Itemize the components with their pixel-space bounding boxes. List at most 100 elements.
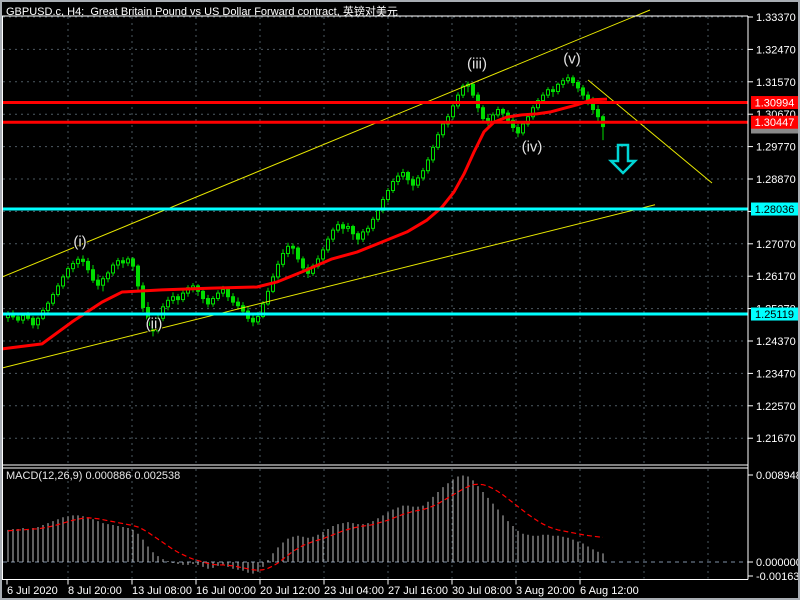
- candle-bear: [481, 107, 485, 120]
- candle-bull: [261, 303, 265, 318]
- wave-label-v[interactable]: (v): [563, 50, 581, 68]
- grid-layer: [3, 16, 748, 579]
- chart-objects-layer[interactable]: [607, 143, 639, 175]
- wave-label-iii[interactable]: (iii): [467, 55, 487, 73]
- candles-layer: [6, 74, 605, 337]
- candle-bull: [526, 116, 530, 125]
- candle-bull: [361, 231, 365, 240]
- candle-bull: [366, 227, 370, 233]
- candle-bull: [336, 224, 340, 231]
- candle-bear: [581, 87, 585, 96]
- candle-bull: [436, 134, 440, 148]
- macd-indicator-label: MACD(12,26,9) 0.000886 0.002538: [6, 470, 180, 482]
- candle-bull: [376, 209, 380, 220]
- candle-bull: [401, 172, 405, 177]
- candle-bull: [36, 317, 40, 326]
- candle-bull: [461, 85, 465, 96]
- candle-bear: [81, 258, 85, 262]
- candle-bear: [411, 179, 415, 186]
- descending-trendline[interactable]: [587, 79, 713, 184]
- candle-bull: [421, 170, 425, 179]
- candle-bull: [111, 264, 115, 274]
- wave-label-iv[interactable]: (iv): [521, 138, 543, 156]
- time-label: 3 Aug 20:00: [516, 585, 575, 597]
- candle-bull: [561, 80, 565, 85]
- candle-bull: [211, 298, 215, 305]
- candle-bear: [511, 119, 515, 129]
- candle-bull: [71, 263, 75, 270]
- macd-axis-label: -0.001633: [756, 571, 798, 583]
- candle-bull: [126, 258, 130, 264]
- candle-bear: [136, 265, 140, 287]
- candle-bull: [286, 245, 290, 255]
- candle-bear: [141, 285, 145, 309]
- candle-bull: [181, 292, 185, 301]
- candle-bear: [121, 260, 125, 264]
- macd-panel: [7, 475, 604, 574]
- price-tick-label: 1.27070: [756, 239, 796, 251]
- price-tick-label: 1.22570: [756, 401, 796, 413]
- time-label: 6 Jul 2020: [7, 585, 58, 597]
- price-tick-label: 1.32470: [756, 44, 796, 56]
- resistance-line-1-marker: [751, 96, 798, 110]
- candle-bear: [151, 325, 155, 332]
- candle-bull: [496, 109, 500, 116]
- wave-label-ii[interactable]: (ii): [145, 315, 163, 333]
- candle-bull: [276, 263, 280, 278]
- price-tick-label: 1.29770: [756, 142, 796, 154]
- candle-bear: [201, 290, 205, 300]
- candle-bull: [56, 285, 60, 296]
- candle-bull: [371, 218, 375, 229]
- resistance-line-2-marker: [751, 115, 798, 129]
- time-label: 13 Jul 08:00: [132, 585, 192, 597]
- candle-bear: [146, 307, 150, 327]
- candle-bear: [131, 258, 135, 267]
- trendlines-layer[interactable]: [2, 9, 713, 369]
- red-ma-line[interactable]: [2, 97, 608, 351]
- support-line-1-marker: [751, 202, 798, 216]
- horizontal-lines-layer[interactable]: [3, 101, 748, 316]
- moving-average-line[interactable]: [2, 97, 608, 351]
- candle-bull: [321, 249, 325, 260]
- candle-bull: [566, 77, 570, 82]
- candle-bull: [521, 123, 525, 134]
- price-tick-label: 1.23470: [756, 368, 796, 380]
- candle-bull: [331, 229, 335, 240]
- candle-bear: [296, 247, 300, 260]
- candle-bear: [406, 172, 410, 181]
- ascending-trendline-upper[interactable]: [2, 9, 651, 278]
- candle-bull: [456, 94, 460, 107]
- ascending-trendline-lower[interactable]: [2, 204, 656, 369]
- candle-bull: [536, 100, 540, 109]
- macd-axis-label: 0.008948: [756, 470, 798, 482]
- time-label: 27 Jul 16:00: [388, 585, 448, 597]
- candle-bull: [66, 268, 70, 278]
- candle-bull: [116, 260, 120, 266]
- candle-bear: [236, 301, 240, 307]
- candle-bear: [301, 258, 305, 269]
- candle-bear: [291, 245, 295, 249]
- candle-bull: [326, 238, 330, 251]
- candle-bull: [61, 276, 65, 287]
- price-tick-label: 1.31570: [756, 77, 796, 89]
- candle-bull: [106, 272, 110, 280]
- support-line-1-marker-label: 1.28036: [755, 204, 795, 216]
- time-label: 16 Jul 00:00: [196, 585, 256, 597]
- down-arrow-icon[interactable]: [607, 143, 639, 175]
- candle-bear: [356, 233, 360, 240]
- candle-bear: [516, 127, 520, 134]
- candle-bear: [231, 296, 235, 303]
- candle-bull: [216, 292, 220, 300]
- resistance-line-1-marker-label: 1.30994: [755, 98, 795, 110]
- candle-bear: [96, 279, 100, 286]
- macd-axis-label: 0.000000: [756, 557, 798, 569]
- wave-label-i[interactable]: (i): [73, 233, 87, 251]
- candle-bull: [21, 314, 25, 321]
- candle-bear: [501, 109, 505, 114]
- time-label: 8 Jul 20:00: [68, 585, 122, 597]
- candle-bear: [86, 260, 90, 271]
- candle-bull: [546, 89, 550, 96]
- candle-bear: [16, 316, 20, 321]
